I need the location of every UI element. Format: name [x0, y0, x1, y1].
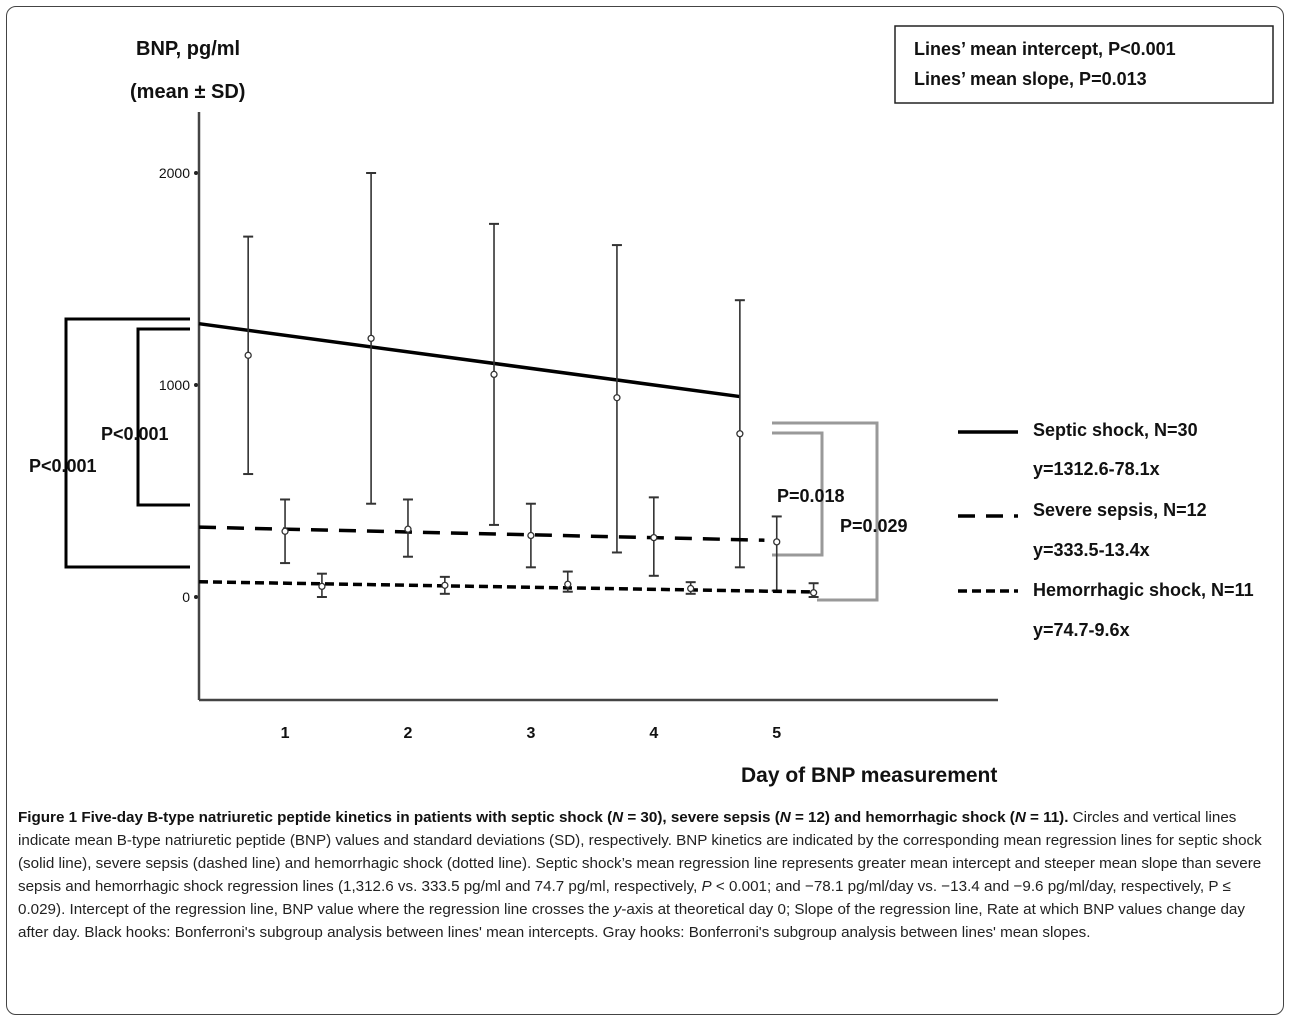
legend-septic-label: Septic shock, N=30: [1033, 420, 1198, 440]
caption-title: Figure 1 Five-day B-type natriuretic pep…: [18, 809, 1068, 826]
legend-severe-equation: y=333.5-13.4x: [1033, 540, 1150, 560]
severe-sepsis-mean-point: [527, 531, 535, 540]
p-slope-septic-vs-severe: P=0.018: [777, 486, 845, 506]
hemorrhagic-mean-point: [441, 581, 449, 589]
p-slope-septic-vs-hemorrhagic: P=0.029: [840, 516, 908, 536]
caption-n1: N: [612, 809, 624, 826]
hemorrhagic-regression-line: [198, 580, 814, 594]
y-axis-label-line1: BNP, pg/ml: [136, 38, 240, 60]
septic-regression-line: [198, 321, 741, 399]
y-tick-mark: [194, 383, 198, 387]
caption-title-part1: Five-day B-type natriuretic peptide kine…: [81, 809, 613, 826]
caption-y-italic: y: [613, 901, 622, 918]
x-tick-label: 4: [649, 725, 658, 742]
caption-figure-label: Figure 1: [18, 809, 78, 826]
caption-body-part1: Circles and vertical lines indicate mean…: [18, 809, 1262, 895]
figure-frame: [6, 6, 1284, 1015]
stats-slope-text: Lines’ mean slope, P=0.013: [914, 69, 1147, 89]
intercept-hook-septic-vs-hemorrhagic: [64, 317, 190, 569]
y-tick-label: 0: [182, 589, 190, 605]
y-tick-mark: [194, 595, 198, 599]
severe-sepsis-mean-point: [404, 525, 412, 533]
caption-n2: N: [779, 809, 791, 826]
stats-intercept-text: Lines’ mean intercept, P<0.001: [914, 39, 1176, 59]
septic-mean-point: [490, 370, 498, 379]
caption-title-part3: = 12) and hemorrhagic shock (: [790, 809, 1015, 826]
caption-title-part4: = 11).: [1025, 809, 1069, 826]
severe-sepsis-mean-point: [650, 533, 658, 542]
caption-body-part2: < 0.001; and −78.1 pg/ml/day vs. −13.4 a…: [18, 878, 1231, 918]
severe-sepsis-mean-point: [281, 527, 289, 535]
intercept-hook-septic-vs-severe: [136, 327, 190, 507]
x-axis-label: Day of BNP measurement: [741, 764, 997, 787]
bnp-chart: BNP, pg/ml (mean ± SD) Day of BNP measur…: [29, 25, 1274, 787]
x-tick-label: 3: [526, 725, 535, 742]
series-layer: [198, 172, 819, 598]
hemorrhagic-mean-point: [687, 584, 695, 593]
legend-septic-equation: y=1312.6-78.1x: [1033, 459, 1160, 479]
p-intercept-septic-vs-hemorrhagic: P<0.001: [29, 456, 97, 476]
septic-mean-point: [367, 334, 375, 343]
ticks-layer: 0 1000 2000 1 2 3 4 5: [159, 165, 781, 742]
hemorrhagic-mean-point: [318, 582, 326, 591]
slope-hook-septic-vs-severe: [772, 431, 824, 557]
stats-box: [894, 25, 1274, 104]
severe-sepsis-mean-point: [773, 538, 781, 546]
caption-p-italic: P: [701, 878, 712, 895]
hemorrhagic-mean-point: [564, 580, 572, 588]
caption-body-part3: -axis at theoretical day 0; Slope of the…: [18, 901, 1245, 941]
severe-sepsis-regression-line: [198, 525, 765, 542]
y-tick-mark: [194, 171, 198, 175]
slope-hook-septic-vs-hemorrhagic: [772, 421, 879, 602]
legend-severe-label: Severe sepsis, N=12: [1033, 500, 1207, 520]
y-axis-label-line2: (mean ± SD): [130, 81, 245, 103]
legend-hemorrhagic-label: Hemorrhagic shock, N=11: [1033, 580, 1254, 600]
hemorrhagic-mean-point: [809, 589, 818, 597]
figure-caption: Figure 1 Five-day B-type natriuretic pep…: [18, 806, 1276, 944]
septic-mean-point: [613, 394, 621, 402]
y-tick-label: 2000: [159, 165, 190, 181]
x-tick-label: 1: [281, 725, 290, 742]
legend-hemorrhagic-equation: y=74.7-9.6x: [1033, 620, 1130, 640]
y-tick-label: 1000: [159, 377, 190, 393]
septic-mean-point: [736, 430, 744, 438]
x-tick-label: 2: [404, 725, 413, 742]
septic-mean-point: [244, 351, 252, 359]
x-tick-label: 5: [772, 725, 781, 742]
caption-title-part2: = 30), severe sepsis (: [623, 809, 780, 826]
caption-n3: N: [1014, 809, 1026, 826]
p-intercept-septic-vs-severe: P<0.001: [101, 424, 169, 444]
